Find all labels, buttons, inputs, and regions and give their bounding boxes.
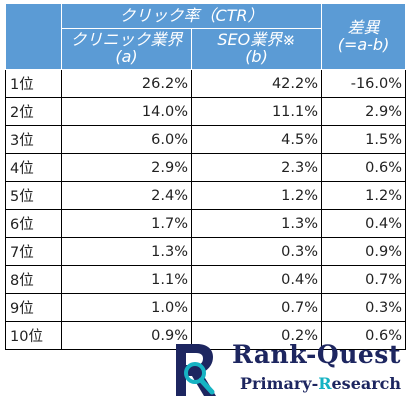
rank-cell: 7位 (5, 237, 62, 266)
table-row: 6位 1.7% 1.3% 0.4% (5, 209, 407, 238)
clinic-ctr-cell: 6.0% (61, 125, 192, 154)
table-row: 3位 6.0% 4.5% 1.5% (5, 125, 407, 154)
seo-ctr-cell: 1.2% (190, 181, 323, 210)
table-row: 9位 1.0% 0.7% 0.3% (5, 293, 407, 322)
diff-header-line2: (=a-b) (337, 34, 390, 54)
clinic-header-line1: クリニック業界 (70, 30, 183, 50)
rank-quest-logo: Rank-Quest Primary-Research (170, 338, 401, 398)
table-row: 2位 14.0% 11.1% 2.9% (5, 97, 407, 126)
diff-cell: 0.7% (321, 265, 407, 294)
rank-cell: 1位 (5, 69, 62, 98)
seo-header-line1: SEO業界※ (217, 30, 296, 50)
seo-ctr-cell: 0.4% (190, 265, 323, 294)
diff-cell: 0.9% (321, 237, 407, 266)
diff-cell: 1.2% (321, 181, 407, 210)
table-row: 8位 1.1% 0.4% 0.7% (5, 265, 407, 294)
rank-quest-logo-mark-icon (176, 344, 216, 396)
logo-subtitle: Primary-Research (240, 374, 401, 393)
clinic-ctr-cell: 1.1% (61, 265, 192, 294)
logo-sub-accent: R (318, 374, 332, 393)
logo-sub-primary: Primary- (240, 374, 319, 393)
seo-ctr-cell: 0.7% (190, 293, 323, 322)
seo-ctr-cell: 0.3% (190, 237, 323, 266)
clinic-ctr-cell: 0.9% (61, 321, 192, 350)
clinic-ctr-cell: 2.4% (61, 181, 192, 210)
seo-column-header: SEO業界※ (b) (190, 28, 323, 70)
seo-ctr-cell: 2.3% (190, 153, 323, 182)
clinic-ctr-cell: 1.3% (61, 237, 192, 266)
clinic-ctr-cell: 1.7% (61, 209, 192, 238)
table-row: 1位 26.2% 42.2% -16.0% (5, 69, 407, 98)
logo-title: Rank-Quest (232, 340, 401, 369)
seo-ctr-cell: 1.3% (190, 209, 323, 238)
logo-title-quest: Quest (316, 340, 401, 369)
diff-cell: -16.0% (321, 69, 407, 98)
seo-ctr-cell: 0.2% (190, 321, 323, 350)
seo-ctr-cell: 11.1% (190, 97, 323, 126)
diff-cell: 0.6% (321, 153, 407, 182)
rank-cell: 4位 (5, 153, 62, 182)
diff-cell: 2.9% (321, 97, 407, 126)
rank-header-cell (5, 3, 62, 70)
diff-header-line1: 差異 (347, 17, 380, 37)
seo-ctr-cell: 42.2% (190, 69, 323, 98)
table-row: 5位 2.4% 1.2% 1.2% (5, 181, 407, 210)
clinic-ctr-cell: 1.0% (61, 293, 192, 322)
rank-cell: 5位 (5, 181, 62, 210)
diff-cell: 1.5% (321, 125, 407, 154)
diff-cell: 0.6% (321, 321, 407, 350)
diff-cell: 0.4% (321, 209, 407, 238)
ctr-comparison-table: クリック率（CTR） 差異 (=a-b) クリニック業界 (a) SEO業界※ … (5, 2, 407, 350)
table-row: 7位 1.3% 0.3% 0.9% (5, 237, 407, 266)
rank-cell: 3位 (5, 125, 62, 154)
rank-cell: 6位 (5, 209, 62, 238)
table-row: 4位 2.9% 2.3% 0.6% (5, 153, 407, 182)
rank-cell: 9位 (5, 293, 62, 322)
diff-cell: 0.3% (321, 293, 407, 322)
table-row: 10位 0.9% 0.2% 0.6% (5, 321, 407, 350)
clinic-ctr-cell: 2.9% (61, 153, 192, 182)
seo-header-line2: (b) (245, 47, 268, 67)
ctr-group-header: クリック率（CTR） (60, 2, 323, 30)
rank-cell: 8位 (5, 265, 62, 294)
logo-sub-research: esearch (331, 374, 402, 393)
diff-header: 差異 (=a-b) (321, 3, 407, 70)
seo-ctr-cell: 4.5% (190, 125, 323, 154)
clinic-column-header: クリニック業界 (a) (61, 28, 192, 70)
logo-title-rank: Rank- (232, 340, 317, 369)
rank-cell: 10位 (5, 321, 62, 350)
clinic-ctr-cell: 26.2% (61, 69, 192, 98)
rank-cell: 2位 (5, 97, 62, 126)
clinic-header-line2: (a) (115, 47, 138, 67)
clinic-ctr-cell: 14.0% (61, 97, 192, 126)
